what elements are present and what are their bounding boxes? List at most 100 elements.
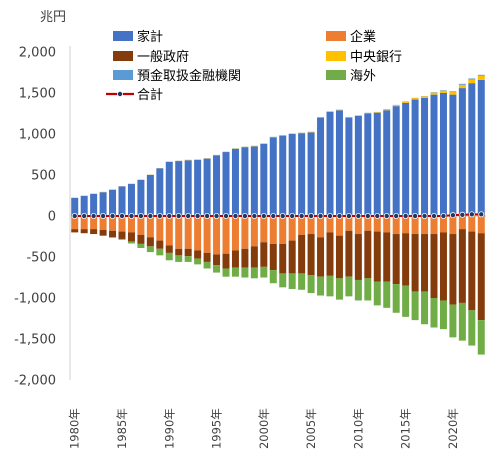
bar-overseas <box>335 278 343 300</box>
bar-overseas <box>458 302 466 341</box>
bar-corporate <box>288 216 296 241</box>
bar-corporate <box>279 216 287 244</box>
total-marker <box>222 212 229 219</box>
bar-overseas <box>477 320 485 355</box>
total-marker <box>147 212 154 219</box>
bar-household <box>298 133 306 216</box>
total-marker <box>326 212 333 219</box>
bar-household <box>137 179 145 216</box>
total-marker <box>430 212 437 219</box>
bar-corporate <box>80 216 88 230</box>
bar-government <box>260 242 268 267</box>
bar-government <box>392 234 400 285</box>
bar-government <box>269 243 277 271</box>
bar-household <box>458 88 466 216</box>
bar-overseas <box>317 276 325 296</box>
bar-corporate <box>326 216 334 233</box>
bar-corporate <box>392 216 400 235</box>
bar-overseas <box>430 298 438 328</box>
bar-overseas <box>269 270 277 284</box>
x-tick-label: 1995年 <box>210 408 224 449</box>
bar-household <box>222 152 230 216</box>
total-marker <box>100 212 107 219</box>
bar-overseas <box>175 255 183 262</box>
legend-swatch-depository <box>113 70 133 80</box>
bar-government <box>250 246 258 268</box>
bar-household <box>345 117 353 216</box>
x-tick-label: 2000年 <box>257 408 271 449</box>
bar-depository <box>477 74 485 76</box>
y-axis-unit-label: 兆円 <box>40 10 66 25</box>
bar-government <box>458 229 466 303</box>
bar-overseas <box>373 281 381 306</box>
bar-household <box>269 137 277 216</box>
bar-government <box>99 229 107 236</box>
bar-overseas <box>213 265 221 273</box>
bar-corporate <box>90 216 98 230</box>
bar-household <box>317 117 325 216</box>
total-marker <box>478 211 485 218</box>
x-tick-label: 2010年 <box>351 408 365 449</box>
bar-household <box>71 197 79 216</box>
bar-corporate <box>99 216 107 230</box>
total-marker <box>298 212 305 219</box>
bar-household <box>156 168 164 216</box>
bar-depository <box>468 78 476 80</box>
total-marker <box>194 212 201 219</box>
bar-central_bank <box>421 96 429 98</box>
bar-government <box>477 233 485 321</box>
bar-overseas <box>307 275 315 294</box>
total-marker <box>185 212 192 219</box>
bar-corporate <box>260 216 268 243</box>
bar-corporate <box>250 216 258 247</box>
x-axis: 1980年 1985年 1990年 1995年 2000年 2005年 2010年 2015年… <box>68 408 460 449</box>
total-marker <box>109 212 116 219</box>
bar-corporate <box>421 216 429 235</box>
bar-overseas <box>127 241 135 244</box>
bar-household <box>165 161 173 216</box>
bar-government <box>156 240 164 249</box>
bar-corporate <box>345 216 353 231</box>
legend-label-household: 家計 <box>137 29 163 45</box>
x-tick-label: 2020年 <box>446 408 460 449</box>
bar-overseas <box>184 256 192 262</box>
bar-government <box>335 235 343 279</box>
bar-overseas <box>165 252 173 261</box>
y-tick-label: -2,000 <box>14 374 56 389</box>
bar-household <box>449 94 457 216</box>
total-marker <box>204 212 211 219</box>
bar-corporate <box>373 216 381 232</box>
bar-corporate <box>118 216 126 232</box>
bar-government <box>364 230 372 279</box>
legend-label-overseas: 海外 <box>350 69 376 84</box>
bar-government <box>317 237 325 277</box>
bar-overseas <box>203 261 211 269</box>
bar-depository <box>449 91 457 93</box>
y-tick-label: 500 <box>31 169 56 184</box>
bar-corporate <box>383 216 391 233</box>
bar-household <box>203 158 211 216</box>
total-marker <box>412 212 419 219</box>
bar-corporate <box>203 216 211 253</box>
bar-household <box>175 161 183 216</box>
y-tick-label: -500 <box>26 251 56 266</box>
bar-corporate <box>146 216 154 238</box>
legend-label-total: 合計 <box>137 87 163 103</box>
total-marker <box>119 212 126 219</box>
bar-household <box>80 195 88 216</box>
x-tick-label: 2015年 <box>399 408 413 449</box>
bar-government <box>468 231 476 311</box>
bar-household <box>250 146 258 216</box>
total-marker <box>393 212 400 219</box>
bar-central_bank <box>402 101 410 103</box>
total-marker <box>468 211 475 218</box>
bar-central_bank <box>439 90 447 93</box>
bar-government <box>279 243 287 274</box>
bar-household <box>402 102 410 216</box>
total-marker <box>156 212 163 219</box>
total-marker <box>232 212 239 219</box>
bar-corporate <box>127 216 135 233</box>
bar-overseas <box>146 246 154 253</box>
bar-overseas <box>326 275 334 297</box>
total-marker <box>449 212 456 219</box>
